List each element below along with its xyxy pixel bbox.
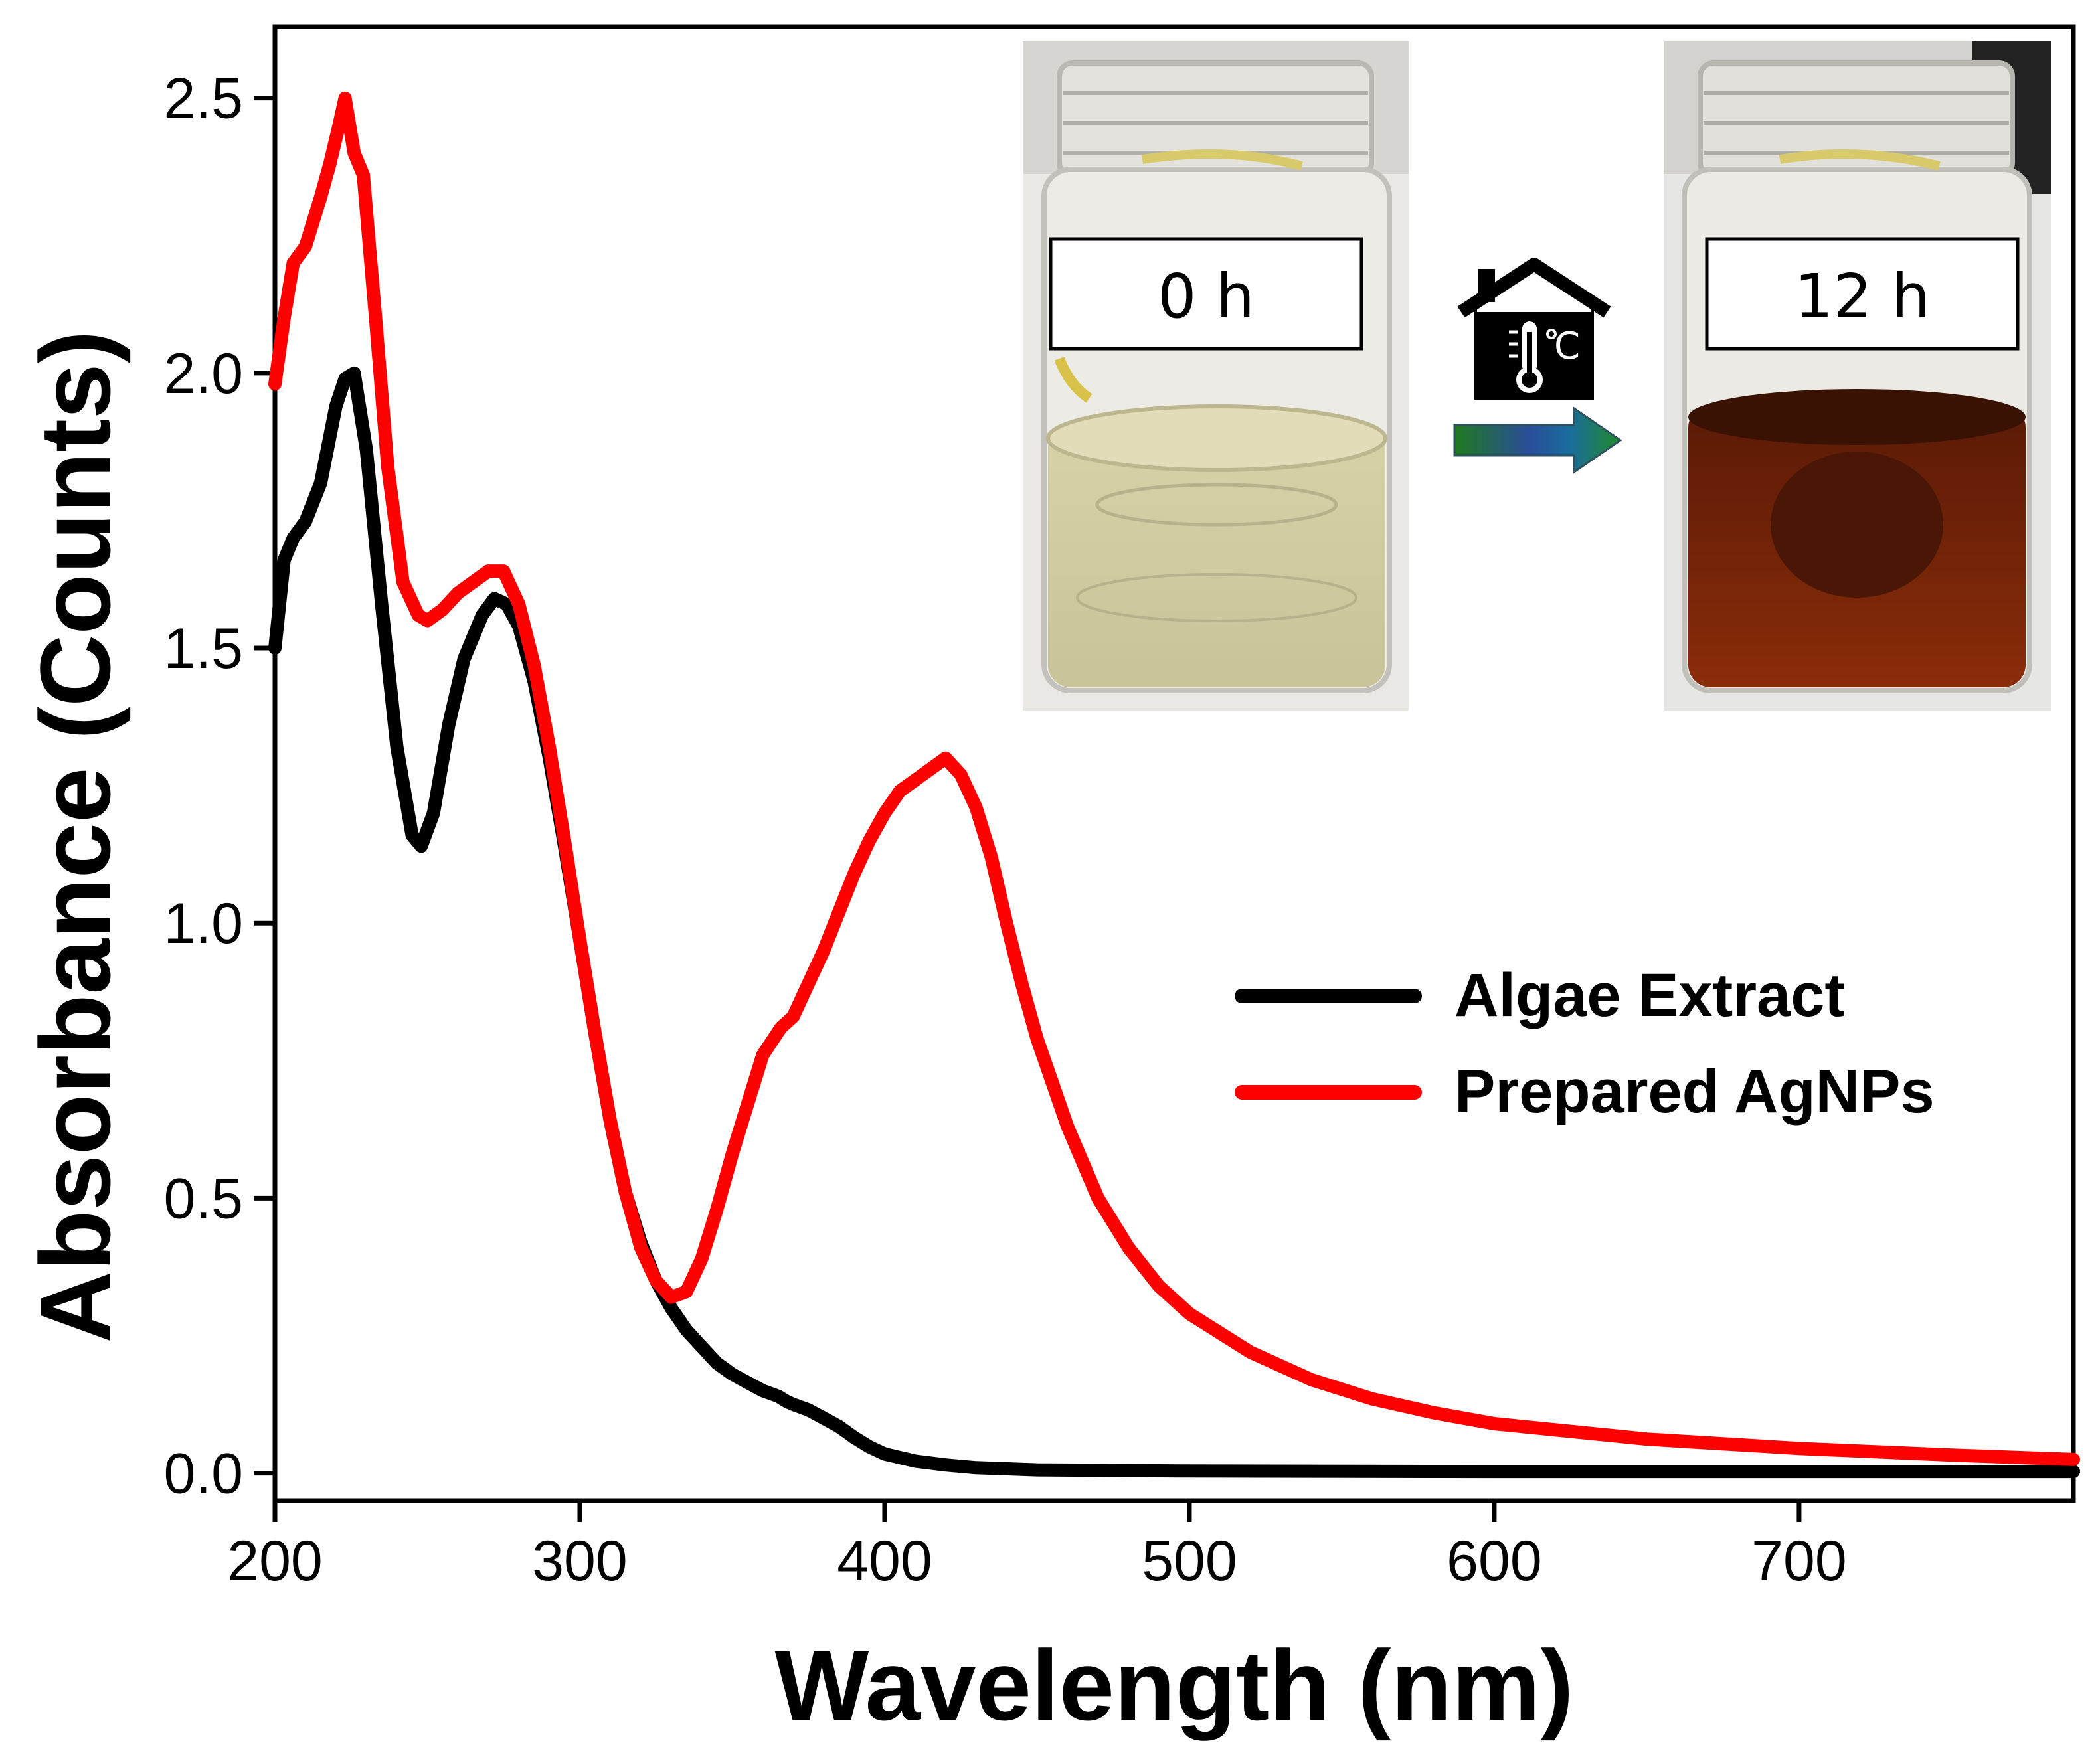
photo-jar-0h: 0 h — [1023, 41, 1409, 711]
y-tick-label-2.5: 2.5 — [163, 67, 243, 131]
y-axis-ticks: 0.0 0.5 1.0 1.5 2.0 2.5 — [163, 67, 275, 1506]
legend-label-algae-extract: Algae Extract — [1454, 962, 1845, 1029]
photo-jar-12h: 12 h — [1664, 41, 2051, 711]
x-tick-label-400: 400 — [837, 1529, 932, 1593]
x-axis-ticks: 200 300 400 500 600 700 — [227, 1501, 1847, 1593]
x-axis-label: Wavelength (nm) — [775, 1630, 1574, 1741]
legend-label-prepared-agnps: Prepared AgNPs — [1454, 1058, 1935, 1126]
y-tick-label-1: 1.0 — [163, 892, 243, 956]
legend: Algae Extract Prepared AgNPs — [1235, 962, 1935, 1126]
x-tick-label-700: 700 — [1751, 1529, 1847, 1593]
series-line-prepared-agnps — [268, 91, 2080, 1466]
right-arrow-icon — [1453, 406, 1622, 474]
y-tick-label-0.5: 0.5 — [163, 1167, 243, 1230]
x-tick-label-300: 300 — [532, 1529, 628, 1593]
house-thermometer-icon: C — [1457, 258, 1611, 400]
photo-label-0h: 0 h — [1158, 261, 1255, 332]
y-tick-label-0: 0.0 — [163, 1442, 243, 1506]
plot-frame — [272, 24, 2076, 1503]
photo-label-12h: 12 h — [1794, 261, 1931, 332]
y-tick-label-2: 2.0 — [163, 342, 243, 406]
y-axis-label: Absorbance (Counts) — [19, 330, 131, 1343]
x-tick-label-500: 500 — [1142, 1529, 1237, 1593]
x-tick-label-200: 200 — [227, 1529, 323, 1593]
x-tick-label-600: 600 — [1446, 1529, 1542, 1593]
svg-text:C: C — [1554, 325, 1580, 368]
y-tick-label-1.5: 1.5 — [163, 617, 243, 681]
series-layer — [268, 91, 2080, 1479]
